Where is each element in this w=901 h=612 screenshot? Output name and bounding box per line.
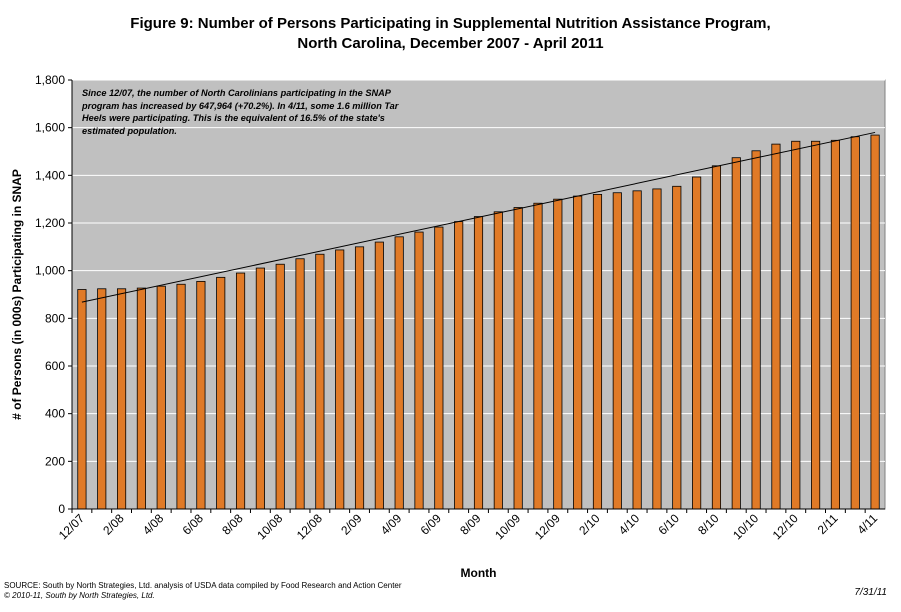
x-tick-label: 12/09 bbox=[532, 511, 563, 542]
x-tick-label: 8/10 bbox=[695, 511, 722, 538]
bar bbox=[612, 192, 622, 510]
bar bbox=[672, 185, 682, 510]
bar bbox=[473, 216, 484, 510]
x-tick-label: 2/11 bbox=[815, 511, 841, 537]
bar bbox=[811, 140, 821, 510]
x-tick-label: 8/09 bbox=[457, 511, 484, 538]
x-tick-label: 6/09 bbox=[418, 511, 445, 538]
date-stamp: 7/31/11 bbox=[854, 587, 887, 598]
x-tick-label: 8/08 bbox=[219, 511, 246, 538]
y-tick-label: 1,000 bbox=[35, 264, 65, 278]
bar bbox=[196, 280, 206, 510]
trendline bbox=[81, 131, 876, 303]
bar bbox=[77, 289, 87, 510]
bar bbox=[573, 195, 583, 510]
bar bbox=[850, 136, 860, 510]
y-tick-label: 600 bbox=[45, 359, 65, 373]
bar bbox=[335, 249, 345, 510]
x-tick-label: 2/08 bbox=[100, 511, 127, 538]
bar bbox=[592, 193, 603, 510]
bar bbox=[791, 140, 801, 510]
bar bbox=[295, 258, 305, 510]
x-tick-label: 4/08 bbox=[140, 511, 167, 538]
y-tick-label: 1,400 bbox=[35, 168, 65, 182]
bar bbox=[394, 236, 404, 510]
bar bbox=[434, 226, 444, 510]
bar bbox=[275, 263, 285, 510]
x-tick-label: 6/10 bbox=[655, 511, 682, 538]
y-tick-label: 400 bbox=[45, 407, 65, 421]
bar bbox=[354, 246, 365, 510]
chart-title-line1: Figure 9: Number of Persons Participatin… bbox=[130, 15, 771, 32]
y-tick-label: 1,200 bbox=[35, 216, 65, 230]
bar bbox=[493, 211, 503, 510]
bar bbox=[414, 231, 424, 510]
x-tick-label: 6/08 bbox=[180, 511, 207, 538]
copyright-note: © 2010-11, South by North Strategies, Lt… bbox=[4, 591, 155, 600]
x-tick-label: 12/10 bbox=[770, 511, 801, 542]
bar bbox=[692, 176, 702, 510]
bar bbox=[751, 150, 761, 510]
bar bbox=[136, 287, 146, 510]
bar bbox=[216, 276, 226, 510]
bar bbox=[553, 198, 563, 510]
bar bbox=[374, 241, 384, 510]
bar bbox=[533, 202, 543, 510]
chart-title-line2: North Carolina, December 2007 - April 20… bbox=[297, 35, 604, 52]
y-tick-label: 1,800 bbox=[35, 73, 65, 87]
bar bbox=[235, 272, 246, 510]
x-tick-label: 4/09 bbox=[378, 511, 405, 538]
source-note: SOURCE: South by North Strategies, Ltd. … bbox=[4, 581, 402, 590]
x-tick-label: 2/09 bbox=[338, 511, 365, 538]
bar bbox=[176, 283, 186, 510]
y-axis-title: # of Persons (in 000s) Participating in … bbox=[10, 169, 24, 420]
x-tick-label: 10/08 bbox=[254, 511, 285, 542]
x-tick-label: 4/10 bbox=[616, 511, 643, 538]
bar bbox=[255, 267, 265, 510]
y-tick-label: 200 bbox=[45, 454, 65, 468]
bar bbox=[652, 188, 662, 510]
bar bbox=[870, 134, 880, 510]
bar bbox=[711, 165, 722, 510]
x-tick-label: 10/09 bbox=[492, 511, 523, 542]
x-tick-label: 10/10 bbox=[730, 511, 761, 542]
bar bbox=[771, 143, 781, 510]
x-tick-label: 2/10 bbox=[576, 511, 603, 538]
bar bbox=[315, 253, 325, 510]
bar bbox=[731, 157, 741, 510]
y-tick-label: 1,600 bbox=[35, 121, 65, 135]
chart-annotation: Since 12/07, the number of North Carolin… bbox=[82, 88, 399, 136]
chart-title: Figure 9: Number of Persons Participatin… bbox=[0, 14, 901, 54]
bar bbox=[454, 221, 464, 510]
x-tick-label: 4/11 bbox=[854, 511, 880, 537]
bar bbox=[632, 190, 642, 510]
bar bbox=[513, 207, 523, 510]
bar bbox=[117, 288, 127, 510]
bar bbox=[830, 139, 840, 510]
bar bbox=[97, 288, 107, 510]
y-tick-label: 800 bbox=[45, 311, 65, 325]
x-tick-label: 12/08 bbox=[294, 511, 325, 542]
x-axis-title: Month bbox=[461, 566, 497, 580]
y-tick-label: 0 bbox=[58, 502, 65, 516]
bar bbox=[156, 285, 166, 510]
